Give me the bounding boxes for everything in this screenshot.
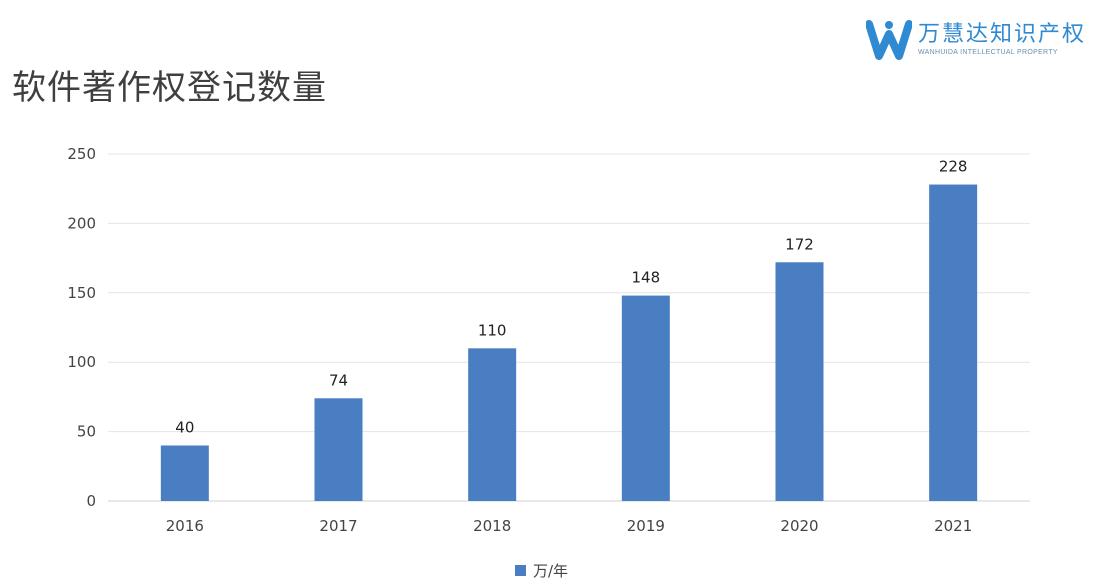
legend: 万/年	[515, 560, 568, 581]
y-tick-label: 100	[67, 353, 96, 371]
gridlines	[108, 153, 1030, 502]
bar-2018	[468, 348, 517, 501]
legend-label: 万/年	[533, 562, 569, 580]
data-label-2021: 228	[939, 158, 968, 176]
legend-swatch	[515, 565, 526, 576]
data-label-2017: 74	[329, 371, 348, 389]
bar-2019	[621, 295, 670, 501]
y-tick-label: 50	[77, 423, 96, 441]
y-tick-label: 150	[67, 284, 96, 302]
logo-name-en: WANHUIDA INTELLECTUAL PROPERTY	[918, 49, 1058, 56]
wanhuida-logo-icon	[866, 20, 912, 60]
chart-title: 软件著作权登记数量	[12, 68, 327, 108]
bars	[160, 184, 978, 501]
bar-2016	[160, 445, 209, 501]
data-label-2018: 110	[478, 321, 507, 339]
bar-2020	[775, 262, 824, 501]
y-tick-label: 0	[86, 492, 96, 510]
data-label-2020: 172	[785, 235, 814, 253]
x-tick-label-2018: 2018	[473, 517, 511, 535]
y-tick-label: 250	[67, 145, 96, 163]
y-tick-label: 200	[67, 214, 96, 232]
company-logo: 万慧达知识产权 WANHUIDA INTELLECTUAL PROPERTY	[866, 18, 1086, 62]
x-tick-label-2017: 2017	[319, 517, 357, 535]
bar-2017	[314, 398, 363, 501]
bar-2021	[929, 184, 978, 501]
x-tick-label-2019: 2019	[627, 517, 665, 535]
data-labels: 40 74 110 148 172 228	[175, 158, 967, 437]
logo-name-cn: 万慧达知识产权	[918, 22, 1087, 47]
x-tick-label-2020: 2020	[780, 517, 818, 535]
data-label-2016: 40	[175, 418, 194, 436]
y-axis-ticks: 0 50 100 150 200 250	[67, 145, 96, 510]
data-label-2019: 148	[632, 269, 661, 287]
x-tick-label-2021: 2021	[934, 517, 972, 535]
x-tick-label-2016: 2016	[166, 517, 204, 535]
x-axis-ticks: 2016 2017 2018 2019 2020 2021	[166, 517, 973, 535]
